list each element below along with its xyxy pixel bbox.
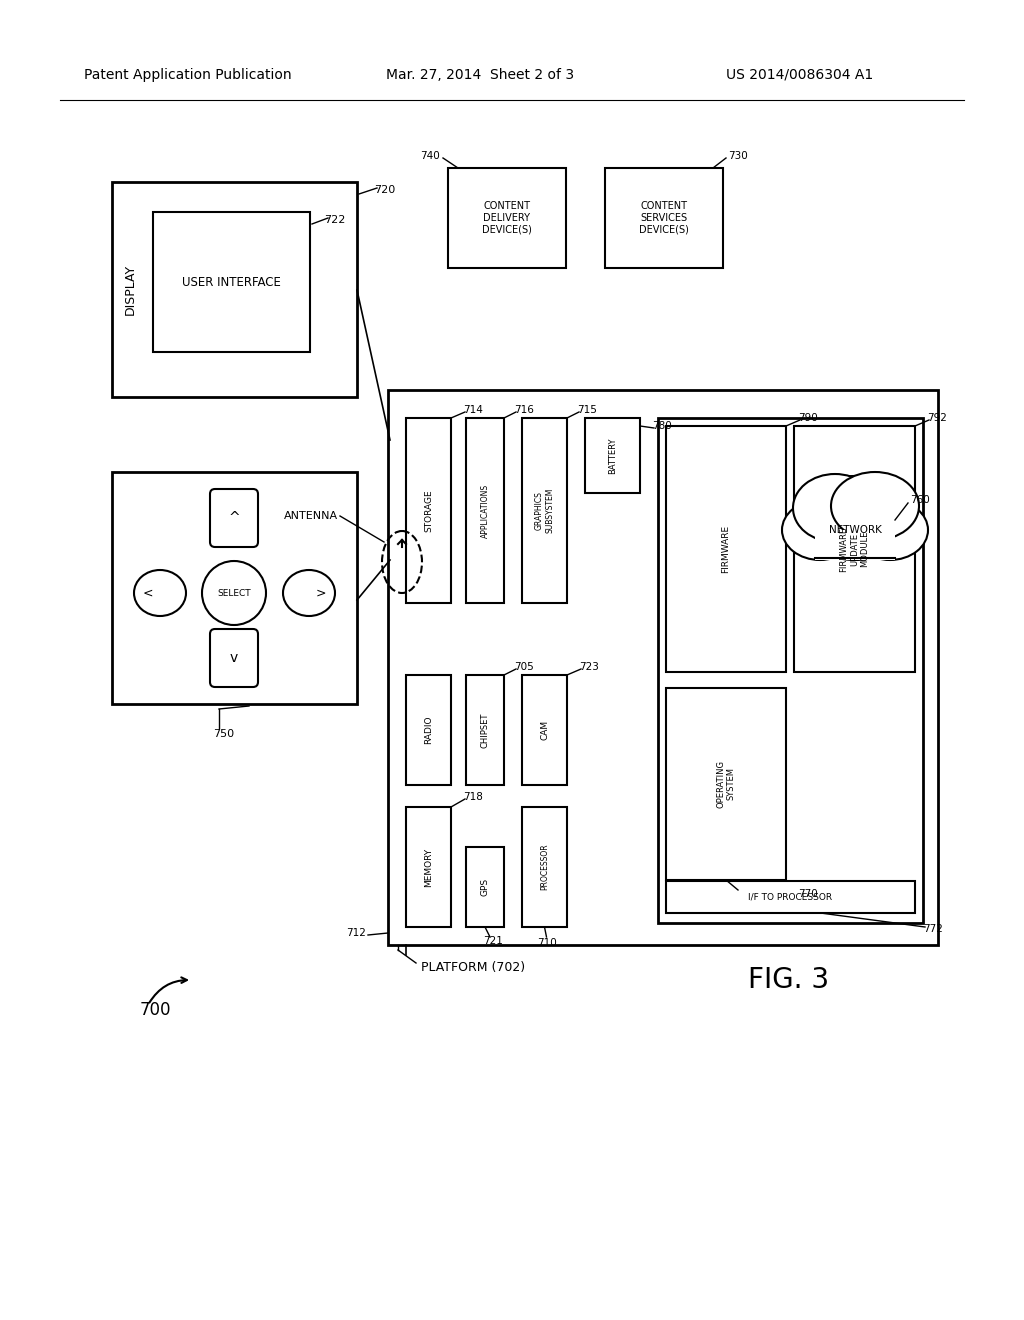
Ellipse shape bbox=[831, 473, 919, 540]
FancyBboxPatch shape bbox=[585, 418, 640, 492]
FancyBboxPatch shape bbox=[666, 426, 786, 672]
FancyBboxPatch shape bbox=[112, 473, 357, 704]
Text: I/F TO PROCESSOR: I/F TO PROCESSOR bbox=[749, 892, 833, 902]
Text: v: v bbox=[229, 651, 239, 665]
Text: 720: 720 bbox=[375, 185, 395, 195]
Text: PROCESSOR: PROCESSOR bbox=[540, 843, 549, 890]
Text: 780: 780 bbox=[652, 421, 672, 432]
Text: SELECT: SELECT bbox=[217, 589, 251, 598]
Text: PLATFORM (702): PLATFORM (702) bbox=[421, 961, 525, 974]
Text: NETWORK: NETWORK bbox=[828, 525, 882, 535]
Ellipse shape bbox=[283, 570, 335, 616]
Text: 730: 730 bbox=[728, 150, 748, 161]
FancyBboxPatch shape bbox=[666, 688, 786, 880]
Text: 715: 715 bbox=[578, 405, 597, 414]
Text: GRAPHICS
SUBSYSTEM: GRAPHICS SUBSYSTEM bbox=[535, 488, 554, 533]
Text: CONTENT
DELIVERY
DEVICE(S): CONTENT DELIVERY DEVICE(S) bbox=[482, 202, 531, 235]
Text: FIRMWARE
UPDATE
MODULE: FIRMWARE UPDATE MODULE bbox=[840, 527, 869, 572]
FancyBboxPatch shape bbox=[406, 418, 451, 603]
FancyBboxPatch shape bbox=[658, 418, 923, 923]
Text: 770: 770 bbox=[798, 888, 818, 899]
Ellipse shape bbox=[134, 570, 186, 616]
Ellipse shape bbox=[797, 477, 913, 560]
Text: Patent Application Publication: Patent Application Publication bbox=[84, 69, 292, 82]
Text: 722: 722 bbox=[325, 215, 346, 224]
FancyBboxPatch shape bbox=[794, 426, 915, 672]
Text: DISPLAY: DISPLAY bbox=[124, 264, 136, 315]
Text: CHIPSET: CHIPSET bbox=[480, 713, 489, 747]
Text: Mar. 27, 2014  Sheet 2 of 3: Mar. 27, 2014 Sheet 2 of 3 bbox=[386, 69, 574, 82]
Text: OPERATING
SYSTEM: OPERATING SYSTEM bbox=[717, 760, 735, 808]
FancyBboxPatch shape bbox=[522, 807, 567, 927]
Text: CAM: CAM bbox=[540, 719, 549, 741]
Text: 700: 700 bbox=[140, 1001, 171, 1019]
Text: 721: 721 bbox=[483, 936, 503, 946]
Text: RADIO: RADIO bbox=[424, 715, 433, 744]
Text: 740: 740 bbox=[420, 150, 440, 161]
Text: USER INTERFACE: USER INTERFACE bbox=[182, 276, 281, 289]
Ellipse shape bbox=[793, 474, 877, 543]
Text: 710: 710 bbox=[537, 939, 556, 948]
Text: 792: 792 bbox=[927, 413, 947, 422]
Text: FIRMWARE: FIRMWARE bbox=[722, 525, 730, 573]
FancyBboxPatch shape bbox=[466, 847, 504, 927]
FancyBboxPatch shape bbox=[406, 807, 451, 927]
Text: US 2014/0086304 A1: US 2014/0086304 A1 bbox=[726, 69, 873, 82]
Text: 772: 772 bbox=[923, 924, 943, 935]
Text: 718: 718 bbox=[463, 792, 483, 803]
Text: >: > bbox=[315, 586, 327, 599]
FancyBboxPatch shape bbox=[522, 675, 567, 785]
Text: 760: 760 bbox=[910, 495, 930, 506]
Text: FIG. 3: FIG. 3 bbox=[748, 966, 829, 994]
Text: 712: 712 bbox=[346, 928, 366, 939]
Text: 714: 714 bbox=[463, 405, 483, 414]
FancyBboxPatch shape bbox=[605, 168, 723, 268]
FancyBboxPatch shape bbox=[388, 389, 938, 945]
Text: APPLICATIONS: APPLICATIONS bbox=[480, 483, 489, 537]
FancyBboxPatch shape bbox=[522, 418, 567, 603]
FancyBboxPatch shape bbox=[466, 675, 504, 785]
FancyBboxPatch shape bbox=[406, 675, 451, 785]
Text: 705: 705 bbox=[514, 663, 534, 672]
Text: 750: 750 bbox=[213, 729, 234, 739]
Text: ANTENNA: ANTENNA bbox=[284, 511, 338, 521]
Text: BATTERY: BATTERY bbox=[608, 437, 617, 474]
FancyBboxPatch shape bbox=[210, 630, 258, 686]
Text: 716: 716 bbox=[514, 405, 534, 414]
FancyBboxPatch shape bbox=[666, 880, 915, 913]
Ellipse shape bbox=[852, 500, 928, 560]
FancyBboxPatch shape bbox=[466, 418, 504, 603]
Text: STORAGE: STORAGE bbox=[424, 490, 433, 532]
FancyBboxPatch shape bbox=[153, 213, 310, 352]
Text: 723: 723 bbox=[579, 663, 599, 672]
FancyBboxPatch shape bbox=[210, 488, 258, 546]
Text: CONTENT
SERVICES
DEVICE(S): CONTENT SERVICES DEVICE(S) bbox=[639, 202, 689, 235]
FancyBboxPatch shape bbox=[815, 531, 895, 560]
FancyBboxPatch shape bbox=[449, 168, 566, 268]
FancyBboxPatch shape bbox=[112, 182, 357, 397]
Text: MEMORY: MEMORY bbox=[424, 847, 433, 887]
Ellipse shape bbox=[782, 500, 858, 560]
Text: <: < bbox=[142, 586, 154, 599]
Text: GPS: GPS bbox=[480, 878, 489, 896]
Text: ^: ^ bbox=[228, 511, 240, 525]
Circle shape bbox=[202, 561, 266, 624]
Text: 790: 790 bbox=[798, 413, 818, 422]
